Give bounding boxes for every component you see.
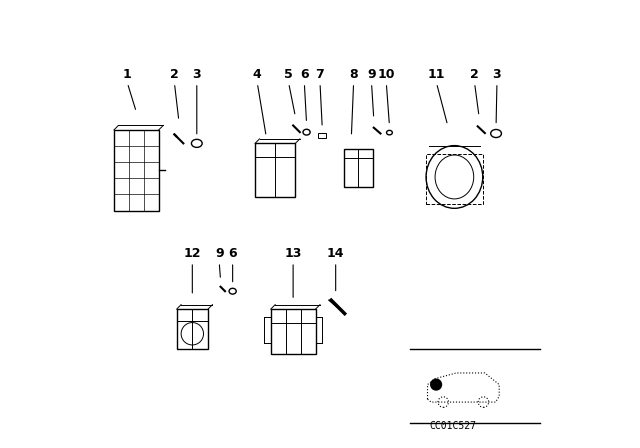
Text: 9: 9 [367, 68, 376, 81]
Text: CC01C527: CC01C527 [430, 421, 477, 431]
Text: 1: 1 [123, 68, 132, 81]
Bar [344, 149, 372, 187]
Text: 2: 2 [470, 68, 479, 81]
Bar [255, 143, 296, 197]
Text: 8: 8 [349, 68, 358, 81]
Bar [271, 309, 316, 354]
Text: 3: 3 [193, 68, 201, 81]
Text: 12: 12 [184, 247, 201, 260]
Text: 9: 9 [215, 247, 223, 260]
Text: 3: 3 [493, 68, 501, 81]
Text: 13: 13 [284, 247, 302, 260]
Bar [426, 154, 483, 204]
Text: 6: 6 [228, 247, 237, 260]
Circle shape [431, 379, 442, 390]
Text: 7: 7 [316, 68, 324, 81]
Text: 2: 2 [170, 68, 179, 81]
Text: 10: 10 [378, 68, 395, 81]
Bar [318, 133, 326, 138]
Text: 5: 5 [284, 68, 293, 81]
Text: 14: 14 [327, 247, 344, 260]
Bar [177, 309, 208, 349]
Text: 4: 4 [253, 68, 262, 81]
Text: 11: 11 [428, 68, 445, 81]
Text: 6: 6 [300, 68, 308, 81]
